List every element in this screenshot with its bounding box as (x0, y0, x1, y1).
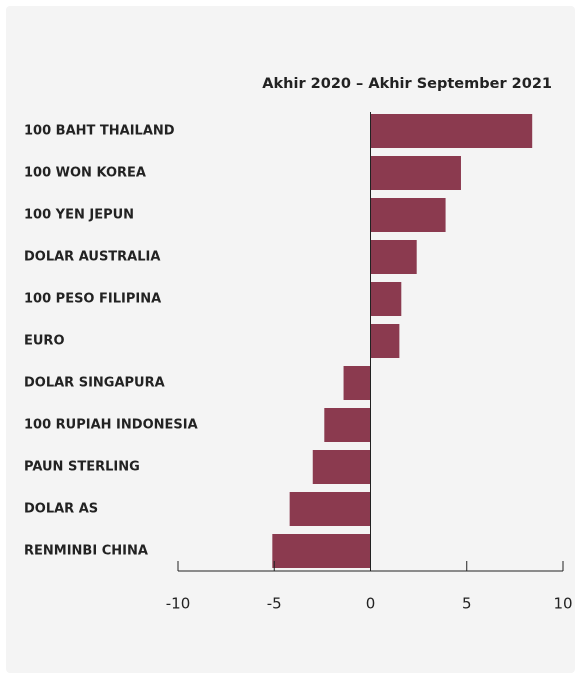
bar (324, 408, 371, 442)
bar (370, 114, 533, 148)
category-label: 100 WON KOREA (24, 166, 146, 181)
bar (289, 492, 371, 526)
x-tick-label: 10 (553, 595, 572, 613)
bar (370, 198, 446, 232)
category-label: 100 PESO FILIPINA (24, 292, 161, 307)
category-label: 100 BAHT THAILAND (24, 124, 175, 139)
bar (343, 366, 371, 400)
category-label: DOLAR AUSTRALIA (24, 250, 160, 265)
bar (370, 156, 461, 190)
category-label: DOLAR AS (24, 502, 98, 517)
bar (272, 534, 371, 568)
x-tick-label: 0 (366, 595, 376, 613)
bar (370, 324, 400, 358)
bar (370, 282, 402, 316)
category-label: 100 RUPIAH INDONESIA (24, 418, 198, 433)
x-tick-label: -10 (166, 595, 191, 613)
category-label: RENMINBI CHINA (24, 544, 148, 559)
panel (6, 6, 575, 673)
x-tick-label: -5 (267, 595, 282, 613)
x-tick-label: 5 (462, 595, 472, 613)
chart-title: Akhir 2020 – Akhir September 2021 (262, 76, 552, 92)
category-label: 100 YEN JEPUN (24, 208, 134, 223)
category-label: PAUN STERLING (24, 460, 140, 475)
category-label: EURO (24, 334, 65, 349)
bar (312, 450, 371, 484)
bar (370, 240, 417, 274)
category-label: DOLAR SINGAPURA (24, 376, 165, 391)
